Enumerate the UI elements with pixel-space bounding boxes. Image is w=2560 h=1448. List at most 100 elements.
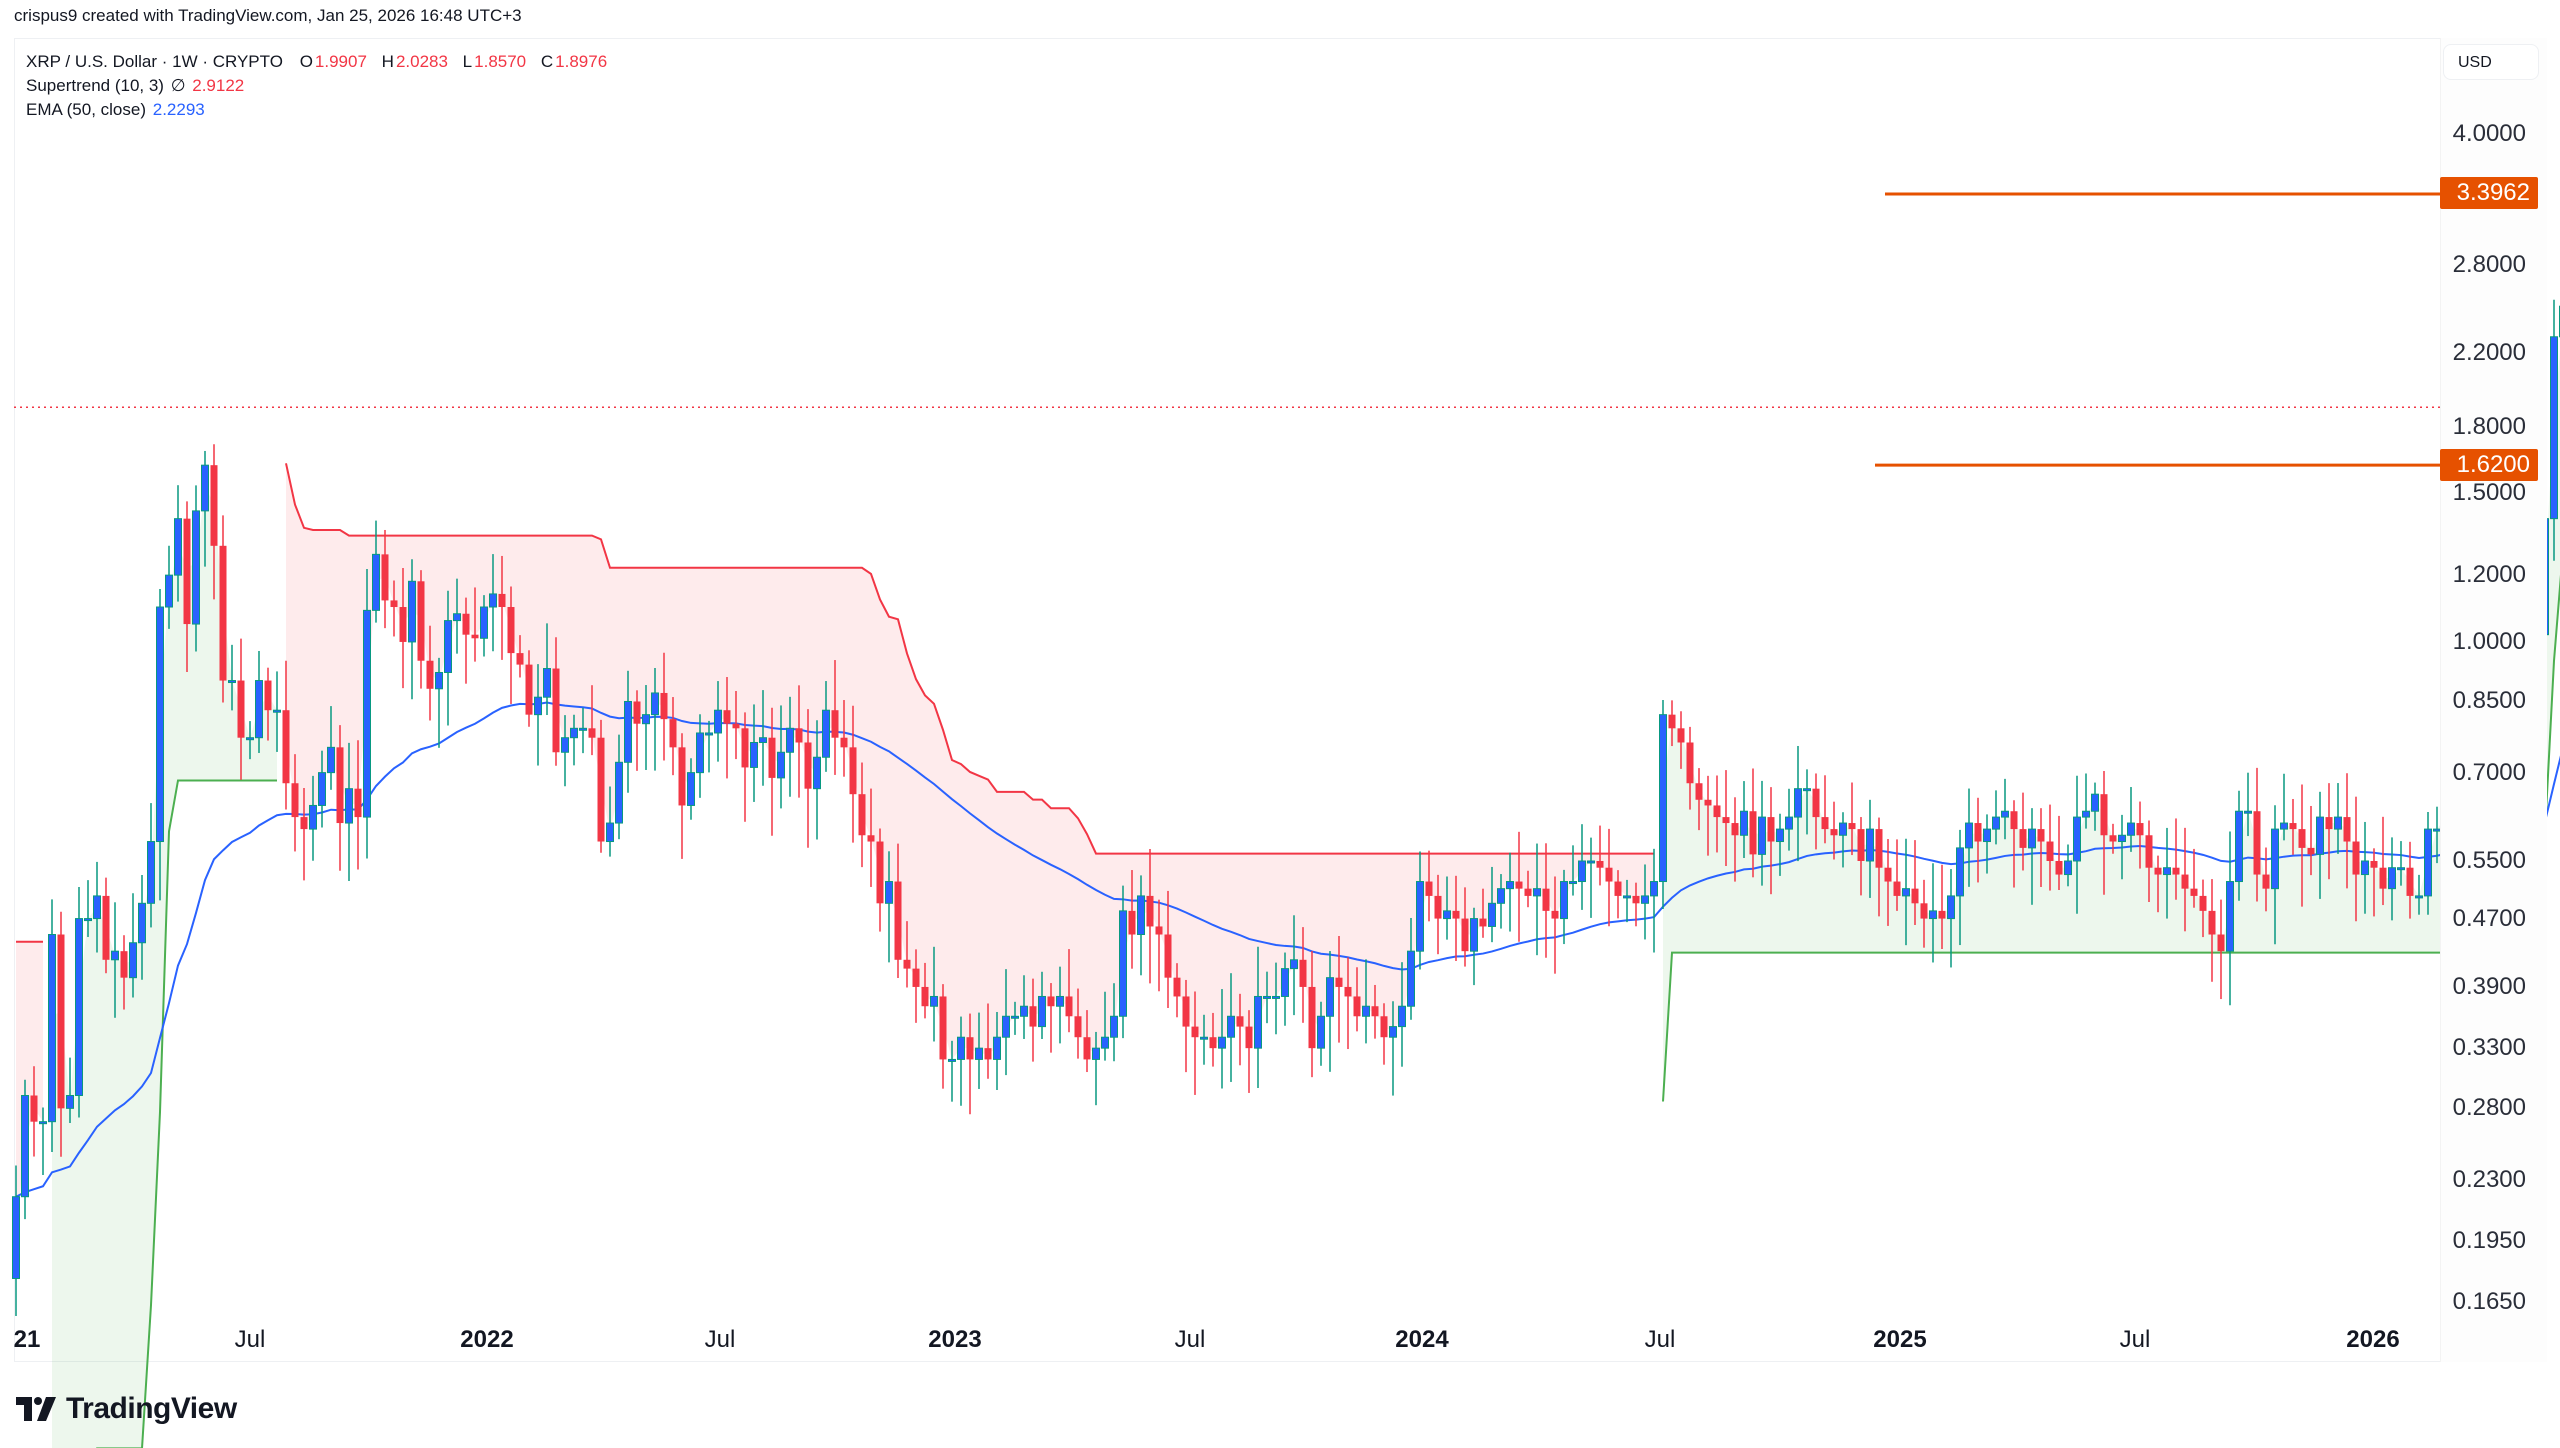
candle-down[interactable] <box>2172 867 2180 875</box>
candle-down[interactable] <box>1668 714 1676 729</box>
candle-up[interactable] <box>1407 950 1415 1007</box>
candle-up[interactable] <box>1776 828 1784 843</box>
candle-up[interactable] <box>2064 860 2072 876</box>
candle-down[interactable] <box>1857 829 1865 861</box>
candle-up[interactable] <box>705 732 713 736</box>
candle-down[interactable] <box>588 728 596 738</box>
tradingview-logo[interactable]: TradingView <box>16 1392 237 1426</box>
candle-down[interactable] <box>1605 867 1613 882</box>
candle-up[interactable] <box>2235 810 2243 883</box>
candle-down[interactable] <box>1848 823 1856 830</box>
candle-up[interactable] <box>750 741 758 768</box>
candle-down[interactable] <box>516 653 524 665</box>
candle-up[interactable] <box>1578 860 1586 883</box>
candle-up[interactable] <box>534 696 542 716</box>
candle-up[interactable] <box>1488 902 1496 927</box>
candle-up[interactable] <box>1227 1015 1235 1038</box>
candle-up[interactable] <box>2415 895 2423 899</box>
candle-down[interactable] <box>291 783 299 818</box>
candle-up[interactable] <box>2316 816 2324 855</box>
candle-up[interactable] <box>246 737 254 741</box>
candle-down[interactable] <box>102 895 110 960</box>
candle-up[interactable] <box>1803 788 1811 792</box>
candle-down[interactable] <box>1461 918 1469 952</box>
candle-down[interactable] <box>1551 910 1559 919</box>
candle-down[interactable] <box>1524 888 1532 896</box>
candle-up[interactable] <box>1362 1005 1370 1017</box>
candle-up[interactable] <box>12 1196 20 1279</box>
candle-up[interactable] <box>1965 822 1973 849</box>
candle-up[interactable] <box>111 950 119 961</box>
candle-down[interactable] <box>1047 996 1055 1007</box>
candle-up[interactable] <box>642 714 650 725</box>
candle-down[interactable] <box>471 634 479 639</box>
time-axis[interactable]: 21 Jul 2022 Jul 2023 Jul 2024 Jul 2025 Jul 2026 <box>14 1300 2440 1362</box>
candle-up[interactable] <box>885 881 893 904</box>
candle-up[interactable] <box>1317 1015 1325 1049</box>
candle-up[interactable] <box>561 737 569 753</box>
candle-down[interactable] <box>1749 811 1757 855</box>
candle-up[interactable] <box>1506 881 1514 890</box>
candle-down[interactable] <box>1191 1026 1199 1038</box>
chart-panel[interactable] <box>14 38 2546 1362</box>
candle-up[interactable] <box>75 918 83 1096</box>
candle-down[interactable] <box>768 737 776 778</box>
candle-up[interactable] <box>1137 895 1145 936</box>
candle-down[interactable] <box>732 723 740 729</box>
supertrend-row[interactable]: Supertrend (10, 3) ∅ 2.9122 <box>26 74 607 98</box>
candle-down[interactable] <box>903 959 911 969</box>
candle-up[interactable] <box>1038 995 1046 1028</box>
candle-down[interactable] <box>912 968 920 987</box>
candle-down[interactable] <box>120 951 128 978</box>
candle-up[interactable] <box>1650 881 1658 897</box>
candle-up[interactable] <box>1947 895 1955 920</box>
candle-up[interactable] <box>345 788 353 824</box>
candle-up[interactable] <box>1623 895 1631 899</box>
candle-down[interactable] <box>858 794 866 836</box>
candle-up[interactable] <box>651 692 659 716</box>
candle-up[interactable] <box>192 510 200 625</box>
candle-down[interactable] <box>876 841 884 904</box>
candle-down[interactable] <box>1731 823 1739 836</box>
candle-down[interactable] <box>1722 817 1730 824</box>
candle-up[interactable] <box>1659 714 1667 883</box>
candle-down[interactable] <box>804 742 812 789</box>
candle-up[interactable] <box>39 1121 47 1125</box>
candle-down[interactable] <box>2190 888 2198 896</box>
candle-down[interactable] <box>2145 835 2153 868</box>
candle-down[interactable] <box>1479 918 1487 927</box>
candle-down[interactable] <box>1542 888 1550 911</box>
candle-down[interactable] <box>966 1037 974 1060</box>
candle-down[interactable] <box>1938 910 1946 919</box>
candle-down[interactable] <box>1812 788 1820 818</box>
candle-up[interactable] <box>2550 336 2558 520</box>
candle-up[interactable] <box>948 1058 956 1062</box>
candle-down[interactable] <box>462 613 470 635</box>
candle-down[interactable] <box>849 747 857 795</box>
candle-up[interactable] <box>174 518 182 576</box>
candle-down[interactable] <box>2262 874 2270 889</box>
candle-up[interactable] <box>489 593 497 608</box>
candle-down[interactable] <box>498 593 506 608</box>
candle-up[interactable] <box>1254 995 1262 1049</box>
candle-up[interactable] <box>1110 1015 1118 1038</box>
candle-up[interactable] <box>1992 816 2000 830</box>
candle-up[interactable] <box>696 732 704 774</box>
candle-up[interactable] <box>84 918 92 922</box>
candle-up[interactable] <box>309 804 317 830</box>
candle-up[interactable] <box>543 668 551 698</box>
candle-up[interactable] <box>435 671 443 690</box>
candle-down[interactable] <box>2289 823 2297 830</box>
candle-down[interactable] <box>921 986 929 1007</box>
candle-down[interactable] <box>282 710 290 784</box>
ema-row[interactable]: EMA (50, close) 2.2293 <box>26 98 607 122</box>
candle-up[interactable] <box>1443 910 1451 920</box>
candle-down[interactable] <box>1695 783 1703 800</box>
candle-up[interactable] <box>318 772 326 806</box>
candle-up[interactable] <box>930 995 938 1007</box>
candle-down[interactable] <box>939 996 947 1060</box>
candle-down[interactable] <box>2100 794 2108 836</box>
candle-up[interactable] <box>228 680 236 684</box>
candle-down[interactable] <box>57 934 65 1109</box>
